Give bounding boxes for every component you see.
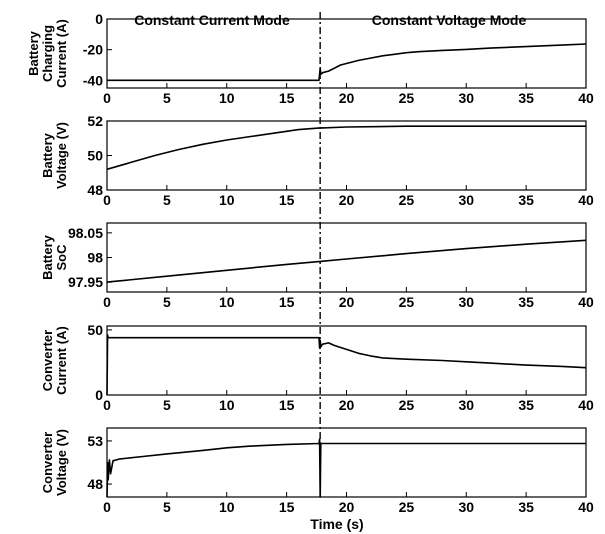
y-axis-label: Voltage (V): [54, 122, 69, 189]
y-tick-label: 98.05: [68, 225, 103, 241]
x-tick-label: 25: [399, 499, 415, 515]
x-tick-label: 40: [578, 397, 594, 413]
x-tick-label: 15: [279, 499, 295, 515]
x-tick-label: 5: [163, 192, 171, 208]
y-axis-label: Voltage (V): [54, 429, 69, 496]
y-axis-label: Current (A): [54, 326, 69, 395]
x-tick-label: 0: [103, 192, 111, 208]
y-axis-label: Converter: [40, 432, 55, 493]
x-tick-label: 15: [279, 294, 295, 310]
x-tick-label: 15: [279, 192, 295, 208]
x-tick-label: 35: [518, 90, 534, 106]
chart-panel-2: 0 5 10 15 20 25 30 35 40 52 50 48 Battery Voltage (V): [40, 113, 594, 208]
series-line: [106, 334, 587, 396]
x-tick-label: 10: [219, 294, 235, 310]
x-tick-label: 40: [578, 499, 594, 515]
x-tick-label: 30: [458, 90, 474, 106]
y-axis-label: Charging: [40, 25, 55, 82]
y-axis-label: Current (A): [54, 19, 69, 88]
series-line: [107, 43, 587, 82]
x-tick-label: 25: [399, 397, 415, 413]
series-line: [106, 125, 586, 171]
x-tick-label: 0: [103, 499, 111, 515]
x-tick-label: 10: [219, 397, 235, 413]
y-tick-label: 0: [95, 387, 103, 403]
x-tick-label: 30: [458, 397, 474, 413]
x-tick-label: 10: [219, 192, 235, 208]
y-tick-label: 50: [87, 148, 103, 164]
y-tick-label: 48: [87, 182, 103, 198]
series-line: [106, 239, 587, 283]
x-tick-label: 40: [578, 294, 594, 310]
y-tick-label: 0: [95, 11, 103, 27]
x-tick-label: 40: [578, 90, 594, 106]
chart-panel-5: 0 5 10 15 20 25 30 35 40 53 48 Converter Voltage (V): [40, 427, 594, 515]
x-tick-label: 20: [339, 90, 355, 106]
x-tick-label: 10: [219, 499, 235, 515]
y-tick-label: 52: [87, 113, 103, 129]
y-axis-label: Converter: [40, 330, 55, 391]
x-tick-label: 0: [103, 397, 111, 413]
x-tick-label: 20: [339, 397, 355, 413]
x-tick-label: 5: [163, 397, 171, 413]
x-tick-label: 25: [399, 294, 415, 310]
x-tick-label: 30: [458, 499, 474, 515]
x-tick-label: 5: [163, 499, 171, 515]
y-tick-label: 98: [87, 250, 103, 266]
x-tick-label: 35: [518, 294, 534, 310]
x-tick-label: 5: [163, 90, 171, 106]
x-tick-label: 20: [339, 294, 355, 310]
chart-panel-1: 0 5 10 15 20 25 30 35 40 0 -20 -40 Battery Charging Cu…: [26, 11, 594, 106]
x-tick-label: 30: [458, 192, 474, 208]
y-tick-label: 50: [87, 322, 103, 338]
series-line: [106, 438, 586, 498]
y-axis-label: SoC: [54, 244, 69, 271]
y-tick-label: 48: [87, 476, 103, 492]
x-tick-label: 20: [339, 499, 355, 515]
x-tick-label: 0: [103, 90, 111, 106]
x-tick-label: 40: [578, 192, 594, 208]
y-tick-label: -20: [83, 42, 103, 58]
x-tick-label: 0: [103, 294, 111, 310]
x-tick-label: 25: [399, 90, 415, 106]
x-tick-label: 15: [279, 90, 295, 106]
y-tick-label: -40: [83, 72, 103, 88]
chart-panel-4: 0 5 10 15 20 25 30 35 40 50 0 Converter Current (A): [40, 322, 594, 413]
x-tick-label: 10: [219, 90, 235, 106]
x-axis-title: Time (s): [310, 516, 363, 532]
x-tick-label: 20: [339, 192, 355, 208]
x-tick-label: 15: [279, 397, 295, 413]
x-tick-label: 30: [458, 294, 474, 310]
x-tick-label: 35: [518, 192, 534, 208]
constant-voltage-mode-label: Constant Voltage Mode: [372, 12, 527, 28]
y-tick-label: 97.95: [68, 274, 103, 290]
x-tick-label: 35: [518, 499, 534, 515]
x-tick-label: 25: [399, 192, 415, 208]
constant-current-mode-label: Constant Current Mode: [134, 12, 290, 28]
x-tick-label: 35: [518, 397, 534, 413]
y-tick-label: 53: [87, 433, 103, 449]
x-tick-label: 5: [163, 294, 171, 310]
chart-panel-3: 0 5 10 15 20 25 30 35 40 98.05 98 97.95 Battery SoC: [40, 222, 594, 310]
y-axis-label: Battery: [40, 132, 55, 178]
y-axis-label: Battery: [40, 234, 55, 280]
y-axis-label: Battery: [26, 30, 41, 76]
